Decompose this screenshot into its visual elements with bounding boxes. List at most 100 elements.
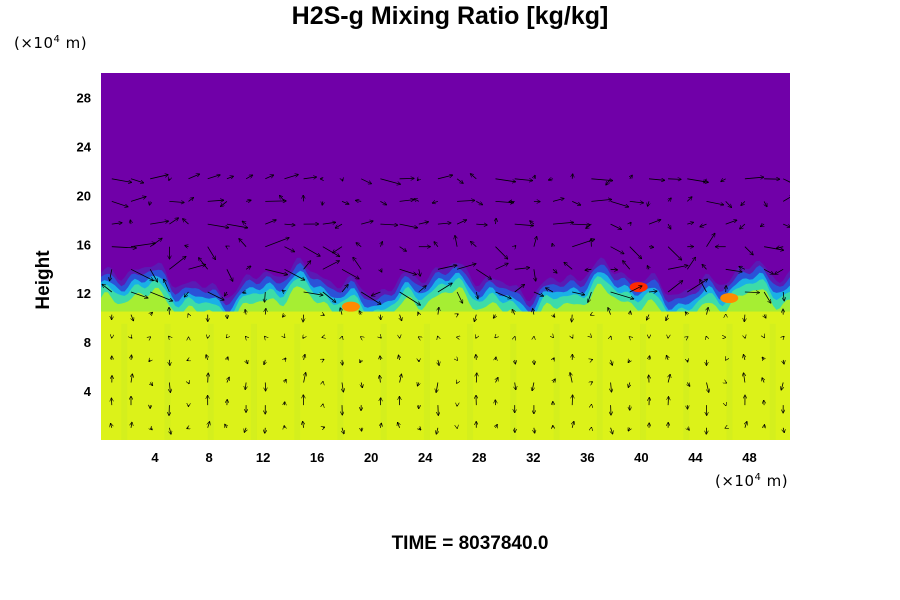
wind-arrow [572, 291, 585, 295]
wind-arrow [169, 382, 170, 393]
wind-arrow [648, 247, 654, 248]
wind-arrow [591, 199, 611, 202]
wind-arrow [509, 201, 515, 202]
wind-arrow [199, 258, 209, 270]
wind-arrow [552, 243, 553, 246]
wind-arrow [207, 246, 216, 260]
mixing-ratio-field [101, 73, 790, 440]
wind-arrow [185, 246, 189, 247]
wind-arrow [700, 279, 707, 293]
wind-arrow [169, 179, 170, 181]
y-tick-label: 16 [77, 237, 91, 252]
wind-arrow [131, 337, 132, 338]
wind-arrow [702, 264, 707, 270]
wind-arrow [783, 336, 784, 337]
wind-arrow [668, 223, 671, 229]
y-axis-unit: (×104 m) [14, 34, 88, 52]
wind-arrow [668, 179, 681, 180]
wind-arrow [284, 268, 305, 280]
wind-arrow [246, 337, 247, 338]
wind-arrow [707, 382, 709, 393]
wind-arrow [457, 383, 458, 384]
lower-layer-streak [510, 323, 517, 440]
wind-arrow [342, 359, 343, 365]
wind-arrow [436, 382, 438, 393]
wind-arrow [359, 311, 361, 315]
y-tick-label: 4 [84, 384, 92, 399]
wind-arrow [150, 383, 153, 386]
wind-arrow [284, 246, 295, 252]
x-tick-label: 12 [256, 450, 270, 465]
wind-arrow [764, 315, 766, 319]
wind-arrow [226, 223, 248, 228]
wind-arrow [667, 246, 682, 260]
wind-arrow [666, 314, 668, 321]
wind-arrow [436, 427, 438, 434]
wind-arrow [360, 291, 381, 304]
wind-arrow [417, 179, 419, 181]
wind-arrow [476, 337, 477, 338]
wind-arrow [648, 179, 665, 181]
wind-arrow [570, 373, 572, 383]
wind-arrow [456, 291, 463, 303]
wind-arrow [744, 314, 745, 322]
wind-arrow [630, 311, 631, 315]
wind-arrow [282, 290, 284, 292]
hotspot [720, 293, 739, 304]
wind-arrow [303, 421, 304, 428]
wind-arrow [667, 281, 683, 293]
wind-arrow [111, 247, 137, 248]
wind-arrow [208, 422, 210, 428]
wind-arrow [110, 269, 113, 281]
wind-arrow [242, 221, 247, 224]
y-tick-label: 12 [77, 286, 91, 301]
wind-arrow [648, 201, 650, 206]
wind-arrow [226, 246, 227, 247]
wind-arrow [434, 242, 439, 247]
hotspot [341, 301, 360, 312]
wind-arrow [533, 309, 534, 315]
wind-arrow [164, 279, 170, 293]
wind-arrow [629, 246, 642, 259]
lower-layer-streak [596, 323, 603, 440]
lower-layer [101, 311, 790, 440]
wind-arrow [265, 175, 273, 180]
wind-arrow [130, 268, 154, 280]
wind-arrow [572, 174, 573, 179]
wind-arrow [552, 269, 557, 273]
wind-arrow [149, 269, 157, 282]
wind-arrow [588, 291, 592, 302]
wind-arrow [380, 356, 381, 360]
wind-arrow [783, 291, 784, 301]
wind-arrow [647, 266, 649, 270]
wind-arrow [610, 291, 634, 299]
x-tick-label: 24 [418, 450, 433, 465]
wind-arrow [534, 269, 536, 281]
time-label: TIME = 8037840.0 [391, 533, 549, 554]
wind-arrow [131, 374, 132, 383]
wind-arrow [781, 382, 783, 391]
x-tick-label: 40 [634, 450, 648, 465]
wind-arrow [745, 422, 747, 428]
wind-arrow [265, 308, 266, 315]
wind-arrow [340, 308, 342, 315]
wind-arrow [322, 246, 340, 257]
wind-arrow [762, 357, 764, 360]
lower-layer-streak [337, 323, 344, 440]
wind-arrow [150, 428, 152, 430]
wind-arrow [515, 359, 516, 364]
wind-arrow [226, 337, 227, 338]
wind-arrow [457, 200, 475, 201]
wind-arrow [398, 422, 400, 428]
wind-arrow [149, 238, 162, 248]
wind-arrow [130, 291, 148, 298]
wind-arrow [437, 283, 452, 293]
wind-arrow [686, 257, 695, 270]
wind-arrow [131, 422, 132, 428]
wind-arrow [763, 268, 773, 274]
wind-arrow [552, 198, 564, 202]
y-tick-label: 24 [77, 139, 92, 154]
y-tick-label: 20 [77, 188, 91, 203]
wind-arrow [783, 359, 784, 364]
wind-arrow [515, 246, 516, 247]
